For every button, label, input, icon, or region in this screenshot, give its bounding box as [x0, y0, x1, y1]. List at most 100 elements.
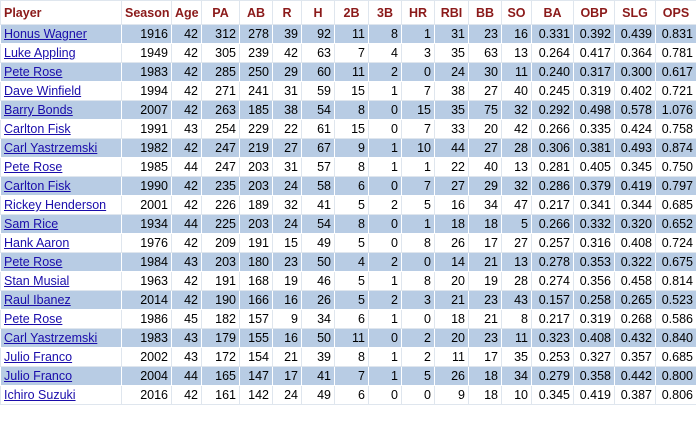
stat-cell: 7 — [334, 366, 369, 386]
stat-cell: 172 — [201, 347, 240, 367]
player-link[interactable]: Pete Rose — [4, 65, 63, 79]
player-link[interactable]: Rickey Henderson — [4, 198, 107, 212]
stat-cell: 1 — [368, 271, 402, 291]
stat-cell: 1991 — [121, 119, 172, 139]
stat-cell: 5 — [334, 233, 369, 253]
stat-cell: 45 — [171, 309, 202, 329]
column-header: Player — [0, 0, 122, 25]
stat-cell: 0.387 — [614, 385, 656, 405]
player-cell: Hank Aaron — [0, 233, 122, 253]
column-header: SLG — [614, 0, 656, 25]
stat-cell: 226 — [201, 195, 240, 215]
player-link[interactable]: Carlton Fisk — [4, 179, 71, 193]
stat-cell: 0.724 — [655, 233, 696, 253]
player-link[interactable]: Honus Wagner — [4, 27, 87, 41]
stat-cell: 0.320 — [614, 214, 656, 234]
stat-cell: 8 — [334, 100, 369, 120]
player-link[interactable]: Pete Rose — [4, 312, 63, 326]
stat-cell: 49 — [301, 233, 335, 253]
player-link[interactable]: Julio Franco — [4, 369, 73, 383]
player-link[interactable]: Hank Aaron — [4, 236, 70, 250]
stat-cell: 41 — [301, 366, 335, 386]
player-link[interactable]: Dave Winfield — [4, 84, 82, 98]
stat-cell: 2 — [368, 195, 402, 215]
stat-cell: 180 — [239, 252, 273, 272]
stat-cell: 0.402 — [614, 81, 656, 101]
player-link[interactable]: Ichiro Suzuki — [4, 388, 76, 402]
stat-cell: 43 — [171, 328, 202, 348]
stat-cell: 92 — [301, 24, 335, 44]
column-header: BB — [468, 0, 502, 25]
stat-cell: 44 — [171, 366, 202, 386]
stat-cell: 24 — [434, 62, 469, 82]
stat-cell: 9 — [334, 138, 369, 158]
stat-cell: 42 — [171, 100, 202, 120]
player-link[interactable]: Sam Rice — [4, 217, 59, 231]
stat-cell: 0.253 — [531, 347, 574, 367]
stat-cell: 11 — [334, 62, 369, 82]
stat-cell: 1982 — [121, 138, 172, 158]
stat-cell: 0.357 — [614, 347, 656, 367]
stat-cell: 4 — [368, 43, 402, 63]
stat-cell: 241 — [239, 81, 273, 101]
stat-cell: 15 — [272, 233, 302, 253]
stat-cell: 63 — [301, 43, 335, 63]
stat-cell: 34 — [468, 195, 502, 215]
column-header: R — [272, 0, 302, 25]
player-cell: Pete Rose — [0, 62, 122, 82]
stat-cell: 0.358 — [573, 366, 615, 386]
stat-cell: 157 — [239, 309, 273, 329]
player-link[interactable]: Carl Yastrzemski — [4, 141, 98, 155]
stat-cell: 0.750 — [655, 157, 696, 177]
stat-cell: 0.265 — [614, 290, 656, 310]
stat-cell: 0.617 — [655, 62, 696, 82]
stat-cell: 60 — [301, 62, 335, 82]
stat-cell: 16 — [501, 24, 532, 44]
stat-cell: 13 — [501, 43, 532, 63]
player-link[interactable]: Barry Bonds — [4, 103, 73, 117]
column-header: AB — [239, 0, 273, 25]
table-row: Raul Ibanez 2014 42 190 166 16 26 5 2 3 21 23 43 0.15… — [0, 290, 696, 310]
stat-cell: 0.344 — [614, 195, 656, 215]
stat-cell: 0.381 — [573, 138, 615, 158]
stat-cell: 0.286 — [531, 176, 574, 196]
table-row: Pete Rose 1984 43 203 180 23 50 4 2 0 14 21 13 0.278 0… — [0, 252, 696, 272]
stat-cell: 33 — [434, 119, 469, 139]
stat-cell: 11 — [501, 328, 532, 348]
stat-cell: 142 — [239, 385, 273, 405]
stat-cell: 203 — [239, 214, 273, 234]
stat-cell: 0.586 — [655, 309, 696, 329]
stat-cell: 28 — [501, 271, 532, 291]
stat-cell: 42 — [171, 24, 202, 44]
stat-cell: 2007 — [121, 100, 172, 120]
stat-cell: 42 — [501, 119, 532, 139]
column-header: 2B — [334, 0, 369, 25]
player-link[interactable]: Raul Ibanez — [4, 293, 71, 307]
player-link[interactable]: Pete Rose — [4, 255, 63, 269]
player-cell: Pete Rose — [0, 309, 122, 329]
stat-cell: 42 — [272, 43, 302, 63]
stat-cell: 191 — [201, 271, 240, 291]
stat-cell: 18 — [468, 366, 502, 386]
stat-cell: 5 — [501, 214, 532, 234]
table-row: Carl Yastrzemski 1983 43 179 155 16 50 11 0 2 20 23… — [0, 328, 696, 348]
stat-cell: 0.332 — [573, 214, 615, 234]
stat-cell: 35 — [501, 347, 532, 367]
player-link[interactable]: Stan Musial — [4, 274, 70, 288]
stat-cell: 19 — [272, 271, 302, 291]
stat-cell: 63 — [468, 43, 502, 63]
player-link[interactable]: Carl Yastrzemski — [4, 331, 98, 345]
stat-cell: 203 — [201, 252, 240, 272]
stat-cell: 26 — [301, 290, 335, 310]
player-link[interactable]: Pete Rose — [4, 160, 63, 174]
stat-cell: 1 — [368, 157, 402, 177]
player-link[interactable]: Luke Appling — [4, 46, 76, 60]
stat-cell: 43 — [171, 252, 202, 272]
stat-cell: 247 — [201, 157, 240, 177]
player-link[interactable]: Julio Franco — [4, 350, 73, 364]
stat-cell: 0.317 — [573, 62, 615, 82]
player-link[interactable]: Carlton Fisk — [4, 122, 71, 136]
stat-cell: 24 — [272, 176, 302, 196]
stat-cell: 31 — [272, 81, 302, 101]
